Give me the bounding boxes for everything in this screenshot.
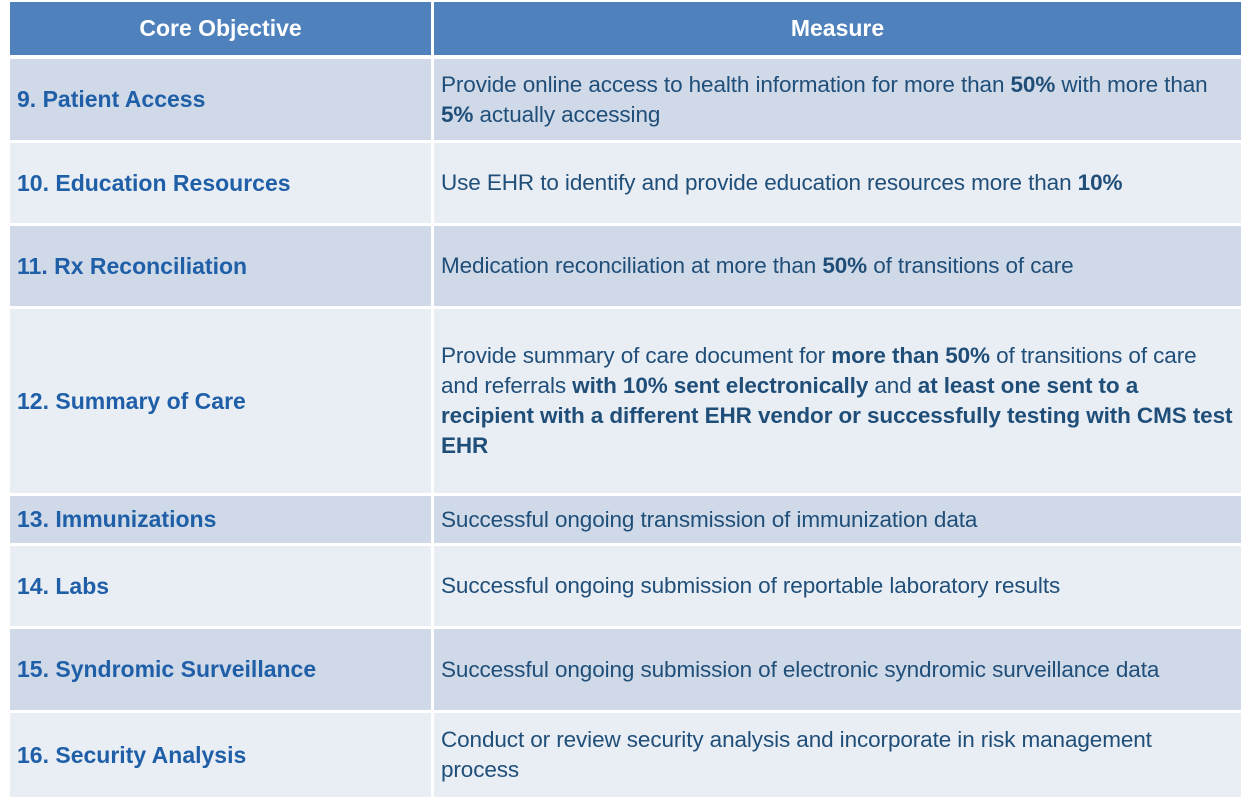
measure-cell: Conduct or review security analysis and … xyxy=(434,713,1241,797)
table-row: 11. Rx Reconciliation Medication reconci… xyxy=(10,226,1241,309)
measure-run: of transitions of care xyxy=(867,253,1074,278)
objective-cell: 9. Patient Access xyxy=(10,59,434,140)
objective-cell: 11. Rx Reconciliation xyxy=(10,226,434,306)
table-row: 15. Syndromic Surveillance Successful on… xyxy=(10,629,1241,713)
objective-cell: 14. Labs xyxy=(10,546,434,626)
objective-cell: 15. Syndromic Surveillance xyxy=(10,629,434,710)
measure-run: Conduct or review security analysis and … xyxy=(441,727,1152,782)
measure-run: Use EHR to identify and provide educatio… xyxy=(441,170,1078,195)
measure-cell: Provide summary of care document for mor… xyxy=(434,309,1241,493)
measure-emphasis: at least one sent to a recipient with a … xyxy=(441,373,1233,458)
table-header-row: Core Objective Measure xyxy=(10,2,1241,59)
measure-text: Successful ongoing transmission of immun… xyxy=(441,505,977,535)
measure-run: actually accessing xyxy=(473,101,661,127)
measure-emphasis: 5% xyxy=(441,101,474,127)
measure-text: Provide summary of care document for mor… xyxy=(441,341,1235,461)
measure-emphasis: 50% xyxy=(822,253,868,278)
measure-run: Provide online access to health informat… xyxy=(441,71,1011,97)
objective-cell: 12. Summary of Care xyxy=(10,309,434,493)
measure-text: Successful ongoing submission of electro… xyxy=(441,655,1159,685)
measure-run: Provide summary of care document for xyxy=(441,343,832,368)
measure-emphasis: 10% xyxy=(1077,170,1123,195)
objective-cell: 16. Security Analysis xyxy=(10,713,434,797)
objectives-table: Core Objective Measure 9. Patient Access… xyxy=(10,2,1241,797)
objective-cell: 10. Education Resources xyxy=(10,143,434,223)
measure-emphasis: 50% xyxy=(1010,71,1056,97)
measure-cell: Successful ongoing submission of electro… xyxy=(434,629,1241,710)
measure-run: with more than xyxy=(1055,71,1208,97)
measure-run: of transitions of care and referrals xyxy=(441,343,1197,398)
measure-text: Successful ongoing submission of reporta… xyxy=(441,571,1060,601)
table-row: 16. Security Analysis Conduct or review … xyxy=(10,713,1241,797)
measure-run: Medication reconciliation at more than xyxy=(441,253,823,278)
measure-cell: Provide online access to health informat… xyxy=(434,59,1241,140)
header-core-objective: Core Objective xyxy=(10,2,434,55)
table-row: 10. Education Resources Use EHR to ident… xyxy=(10,143,1241,226)
measure-cell: Successful ongoing submission of reporta… xyxy=(434,546,1241,626)
measure-emphasis: more than 50% xyxy=(831,343,990,368)
measure-text: Provide online access to health informat… xyxy=(441,70,1235,130)
measure-cell: Medication reconciliation at more than 5… xyxy=(434,226,1241,306)
table-row: 14. Labs Successful ongoing submission o… xyxy=(10,546,1241,629)
measure-text: Conduct or review security analysis and … xyxy=(441,725,1235,785)
table-row: 9. Patient Access Provide online access … xyxy=(10,59,1241,143)
measure-run: Successful ongoing transmission of immun… xyxy=(441,506,978,532)
table-row: 12. Summary of Care Provide summary of c… xyxy=(10,309,1241,496)
table-row: 13. Immunizations Successful ongoing tra… xyxy=(10,496,1241,546)
header-measure: Measure xyxy=(790,15,885,41)
measure-cell: Use EHR to identify and provide educatio… xyxy=(434,143,1241,223)
measure-run: and xyxy=(868,373,918,398)
measure-emphasis: with 10% sent electronically xyxy=(572,373,869,398)
measure-text: Use EHR to identify and provide educatio… xyxy=(441,168,1122,198)
objective-cell: 13. Immunizations xyxy=(10,496,434,543)
measure-text: Medication reconciliation at more than 5… xyxy=(441,251,1074,281)
measure-run: Successful ongoing submission of electro… xyxy=(441,656,1160,682)
measure-cell: Successful ongoing transmission of immun… xyxy=(434,496,1241,543)
measure-run: Successful ongoing submission of reporta… xyxy=(441,573,1061,598)
